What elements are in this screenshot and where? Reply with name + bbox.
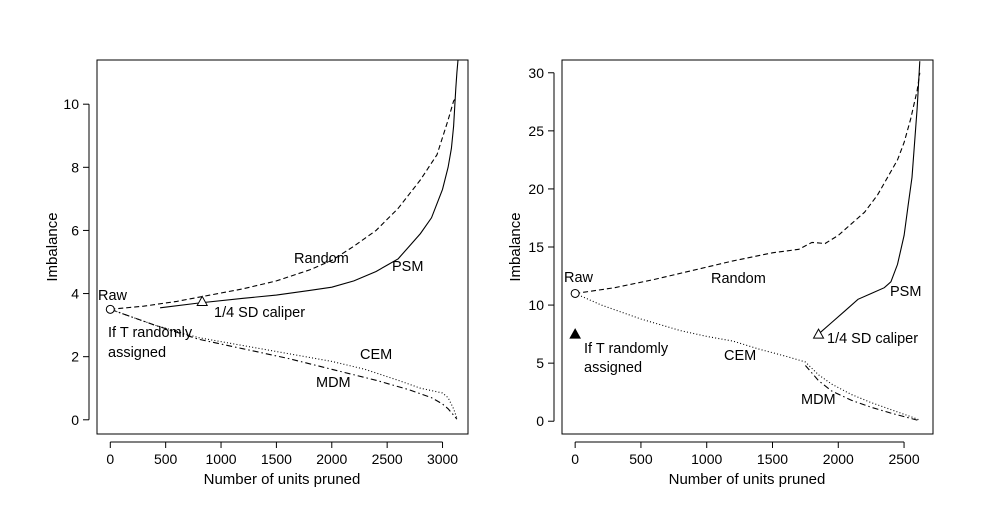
right-y-tick-label: 5 xyxy=(536,355,544,371)
right-x-axis-title: Number of units pruned xyxy=(669,471,826,488)
right-ticks: 0 500 1000 1500 2000 2500 0 5 10 15 20 25 30 xyxy=(528,65,919,467)
right-marker-open-circle xyxy=(570,288,580,298)
right-series-mdm-line xyxy=(804,365,920,422)
left-x-tick-label: 1500 xyxy=(261,451,292,467)
right-psm-series-label: PSM xyxy=(890,284,921,300)
right-x-tick-label: 500 xyxy=(629,451,653,467)
right-plot-frame xyxy=(561,59,934,435)
left-series-mdm-line xyxy=(110,308,458,420)
left-y-tick-label: 10 xyxy=(63,96,79,112)
right-random-series-label: Random xyxy=(711,271,766,287)
right-random-assign-label-2: assigned xyxy=(584,360,642,376)
left-mdm-series-label: MDM xyxy=(316,375,351,391)
right-y-tick-label: 10 xyxy=(528,297,544,313)
right-y-tick-label: 15 xyxy=(528,239,544,255)
left-marker-open-triangle xyxy=(196,295,209,306)
left-y-tick-label: 4 xyxy=(71,286,79,302)
left-y-tick-label: 6 xyxy=(71,222,79,238)
right-mdm-series-label: MDM xyxy=(801,392,836,408)
right-y-tick-label: 0 xyxy=(536,413,544,429)
right-raw-label: Raw xyxy=(564,270,594,286)
right-marker-filled-triangle xyxy=(569,328,582,339)
left-cem-series-label: CEM xyxy=(360,347,392,363)
left-series-lines xyxy=(110,60,459,420)
right-random-assign-label-1: If T randomly xyxy=(584,341,669,357)
left-y-tick-label: 2 xyxy=(71,349,79,365)
right-series-cem-line xyxy=(574,292,920,421)
right-y-axis-title: Imbalance xyxy=(507,212,524,281)
left-chart-panel: Number of units pruned Imbalance 0 500 100… xyxy=(44,59,469,488)
right-x-tick-label: 0 xyxy=(571,451,579,467)
left-x-tick-label: 3000 xyxy=(427,451,458,467)
right-series-lines xyxy=(574,61,921,422)
left-raw-label: Raw xyxy=(98,288,128,304)
right-chart-panel: Number of units pruned Imbalance 0 500 100… xyxy=(507,59,934,488)
left-x-tick-label: 2500 xyxy=(372,451,403,467)
left-psm-series-label: PSM xyxy=(392,259,423,275)
left-ticks: 0 500 1000 1500 2000 2500 3000 0 2 4 6 8 10 xyxy=(63,96,458,467)
left-y-tick-label: 8 xyxy=(71,159,79,175)
right-series-psm-line xyxy=(818,61,921,335)
right-y-tick-label: 20 xyxy=(528,181,544,197)
right-cem-series-label: CEM xyxy=(724,348,756,364)
left-x-axis-title: Number of units pruned xyxy=(204,471,361,488)
right-x-tick-label: 2500 xyxy=(888,451,919,467)
left-random-series-label: Random xyxy=(294,251,349,267)
right-marker-open-triangle xyxy=(812,328,825,339)
left-markers xyxy=(105,295,209,314)
right-x-tick-label: 1000 xyxy=(691,451,722,467)
right-markers xyxy=(569,288,825,339)
left-series-psm-line xyxy=(160,60,459,309)
right-x-tick-label: 1500 xyxy=(757,451,788,467)
left-caliper-label: 1/4 SD caliper xyxy=(214,305,305,321)
right-series-random-line xyxy=(575,72,921,295)
left-y-tick-label: 0 xyxy=(71,412,79,428)
left-random-assign-label-1: If T randomly xyxy=(108,325,193,341)
left-series-cem-line xyxy=(110,308,458,419)
right-y-tick-label: 25 xyxy=(528,123,544,139)
left-x-tick-label: 500 xyxy=(154,451,178,467)
left-x-tick-label: 0 xyxy=(106,451,114,467)
left-random-assign-label-2: assigned xyxy=(108,345,166,361)
left-x-tick-label: 1000 xyxy=(205,451,236,467)
left-x-tick-label: 2000 xyxy=(316,451,347,467)
left-marker-open-circle xyxy=(105,304,115,314)
left-series-random-line xyxy=(110,97,457,310)
left-plot-frame xyxy=(96,59,469,435)
right-x-tick-label: 2000 xyxy=(823,451,854,467)
right-y-tick-label: 30 xyxy=(528,65,544,81)
left-y-axis-title: Imbalance xyxy=(44,212,61,281)
right-caliper-label: 1/4 SD caliper xyxy=(827,331,918,347)
